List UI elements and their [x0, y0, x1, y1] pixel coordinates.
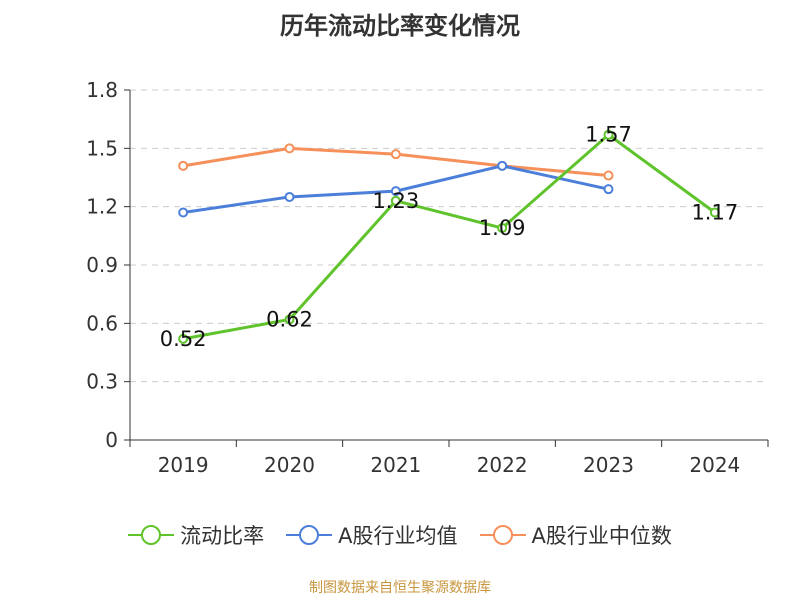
x-tick-label: 2019	[158, 453, 209, 477]
data-point	[178, 207, 189, 218]
x-tick-label: 2020	[264, 453, 315, 477]
x-tick-label: 2023	[583, 453, 634, 477]
y-tick-label: 1.2	[86, 195, 118, 219]
data-point	[284, 143, 295, 154]
legend-label: A股行业中位数	[531, 524, 672, 548]
data-point	[284, 314, 295, 325]
grid-lines	[130, 89, 768, 383]
data-label: 1.57	[585, 123, 632, 147]
data-point	[390, 186, 401, 197]
legend-label: A股行业均值	[338, 524, 458, 548]
legend-item-industry-median[interactable]: A股行业中位数	[479, 520, 672, 550]
data-point	[390, 149, 401, 160]
data-point	[709, 207, 720, 218]
legend-label: 流动比率	[180, 524, 265, 548]
x-tick-label: 2024	[689, 453, 740, 477]
data-point	[603, 184, 614, 195]
series-line	[182, 133, 716, 341]
legend-marker-icon	[286, 525, 333, 545]
data-point	[390, 195, 401, 206]
y-tick-label: 1.5	[86, 136, 118, 160]
source-note: 制图数据来自恒生聚源数据库	[309, 580, 491, 596]
legend-item-current-ratio[interactable]: 流动比率	[128, 520, 264, 550]
legend-item-industry-mean[interactable]: A股行业均值	[286, 520, 458, 550]
y-tick-label: 0.9	[86, 253, 118, 277]
legend: 流动比率 A股行业均值 A股行业中位数	[0, 520, 800, 550]
axes: 0 0.3 0.6 0.9 1.2 1.5 1.8 2019 2020 2021 2022 2023 2…	[86, 78, 769, 477]
y-tick-label: 1.8	[86, 78, 118, 102]
data-point	[603, 170, 614, 181]
data-point	[178, 160, 189, 171]
data-point	[603, 129, 614, 140]
data-label: 1.09	[479, 216, 526, 240]
data-labels: 0.52 0.62 1.23 1.09 1.57 1.17	[160, 123, 738, 351]
data-point	[497, 160, 508, 171]
data-label: 0.52	[160, 327, 207, 351]
x-tick-label: 2022	[477, 453, 528, 477]
data-label: 0.62	[266, 307, 313, 331]
y-tick-label: 0.3	[86, 370, 118, 394]
chart-title: 历年流动比率变化情况	[280, 12, 520, 40]
data-label: 1.23	[372, 189, 419, 213]
series-lines	[178, 129, 720, 344]
data-point	[178, 333, 189, 344]
x-tick-label: 2021	[370, 453, 421, 477]
legend-marker-icon	[479, 525, 526, 545]
y-tick-label: 0	[105, 428, 118, 452]
data-point	[284, 191, 295, 202]
y-tick-label: 0.6	[86, 311, 118, 335]
data-label: 1.17	[691, 201, 738, 225]
legend-marker-icon	[128, 525, 175, 545]
data-point	[497, 223, 508, 234]
